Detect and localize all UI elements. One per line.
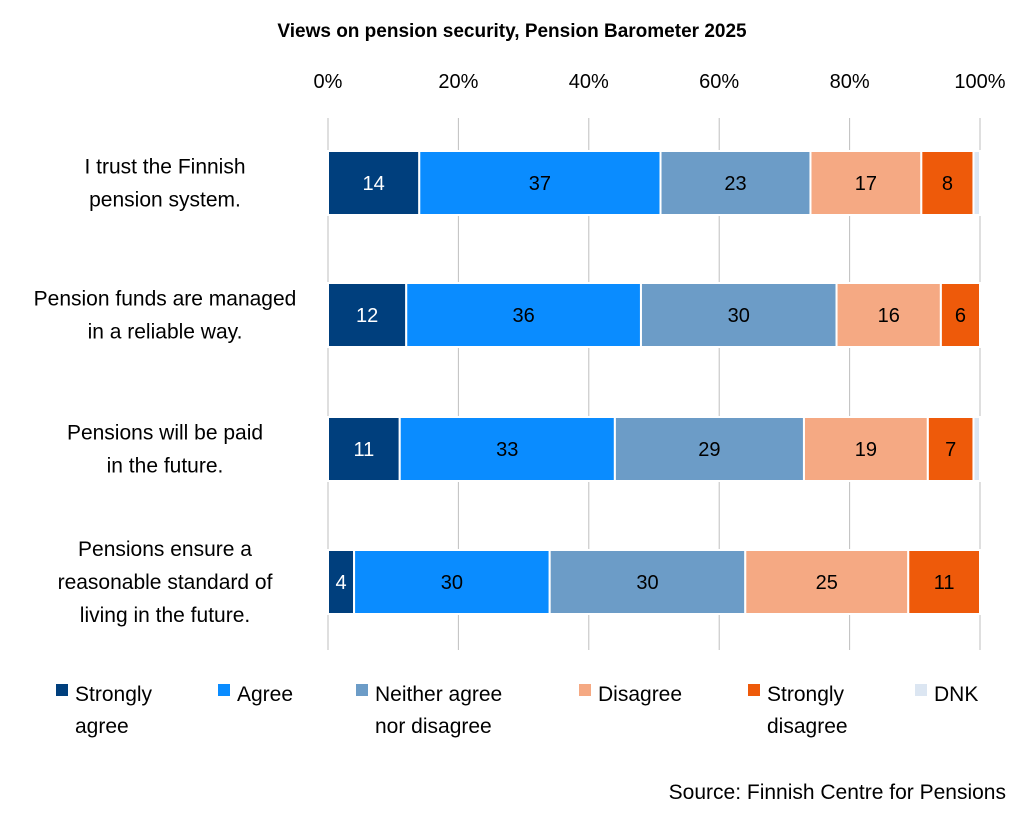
data-label: 19 <box>855 439 877 461</box>
legend-swatch <box>56 684 68 696</box>
bar-segment <box>398 416 616 482</box>
x-axis-ticks: 0% 20% 40% 60% 80% 100% <box>314 71 1006 93</box>
data-label: 16 <box>878 305 900 327</box>
data-label: 7 <box>945 439 956 461</box>
data-label: 30 <box>728 305 750 327</box>
bar-segment <box>405 282 642 348</box>
x-tick-label: 20% <box>438 71 478 93</box>
bar-segment <box>613 416 805 482</box>
bar-segment <box>835 282 942 348</box>
category-label: Pensions will be paid <box>67 422 263 445</box>
legend-label: agree <box>75 715 129 738</box>
legend-swatch <box>579 684 591 696</box>
category-label: pension system. <box>89 189 241 212</box>
legend-label: Neither agree <box>375 683 502 706</box>
legend-swatch <box>356 684 368 696</box>
x-tick-label: 0% <box>314 71 343 93</box>
data-label: 33 <box>496 439 518 461</box>
data-label: 4 <box>335 572 346 594</box>
legend-swatch <box>748 684 760 696</box>
x-tick-label: 60% <box>699 71 739 93</box>
data-label: 17 <box>855 173 877 195</box>
source-note: Source: Finnish Centre for Pensions <box>669 781 1006 804</box>
data-label: 8 <box>942 173 953 195</box>
legend-label: disagree <box>767 715 848 738</box>
category-label: Pensions ensure a <box>78 538 252 561</box>
bar-segment <box>972 150 981 216</box>
bar-segment <box>907 549 982 615</box>
bar-segment <box>939 282 982 348</box>
category-label: Pension funds are managed <box>34 288 297 311</box>
legend-label: Strongly <box>767 683 845 706</box>
legend-swatch <box>218 684 230 696</box>
legend-label: Disagree <box>598 683 682 706</box>
bars: 14 37 23 17 8 12 36 30 16 6 11 33 29 19 7 4 30 30 25 11 <box>327 150 982 615</box>
x-tick-label: 40% <box>569 71 609 93</box>
data-label: 6 <box>955 305 966 327</box>
bar-segment <box>353 549 551 615</box>
legend-label: Agree <box>237 683 293 706</box>
chart-title: Views on pension security, Pension Barom… <box>277 21 747 42</box>
data-label: 11 <box>934 572 955 594</box>
data-label: 30 <box>636 572 658 594</box>
data-label: 30 <box>441 572 463 594</box>
data-label: 14 <box>363 173 385 195</box>
bar-segment <box>972 416 981 482</box>
data-label: 25 <box>816 572 838 594</box>
category-labels: I trust the Finnish pension system. Pensio… <box>34 156 297 628</box>
data-label: 12 <box>356 305 378 327</box>
legend-label: nor disagree <box>375 715 492 738</box>
legend-swatch <box>915 684 927 696</box>
bar-segment <box>809 150 923 216</box>
bar-segment <box>920 150 975 216</box>
category-label: I trust the Finnish <box>84 156 245 179</box>
legend-label: Strongly <box>75 683 153 706</box>
data-label: 36 <box>512 305 534 327</box>
legend: Strongly agree Agree Neither agree nor disag… <box>56 683 978 738</box>
category-label: reasonable standard of <box>58 571 273 594</box>
category-label: in a reliable way. <box>88 321 243 344</box>
bar-segment <box>327 150 421 216</box>
category-label: in the future. <box>107 455 224 478</box>
bar-segment <box>327 416 401 482</box>
x-tick-label: 100% <box>954 71 1005 93</box>
category-label: living in the future. <box>80 604 250 627</box>
bar-segment <box>548 549 747 615</box>
bar-segment <box>639 282 838 348</box>
data-label: 11 <box>353 439 374 461</box>
x-tick-label: 80% <box>830 71 870 93</box>
data-label: 37 <box>529 173 551 195</box>
data-label: 23 <box>724 173 746 195</box>
bar-segment <box>802 416 929 482</box>
data-label: 29 <box>698 439 720 461</box>
bar-segment <box>327 282 408 348</box>
legend-label: DNK <box>934 683 978 706</box>
